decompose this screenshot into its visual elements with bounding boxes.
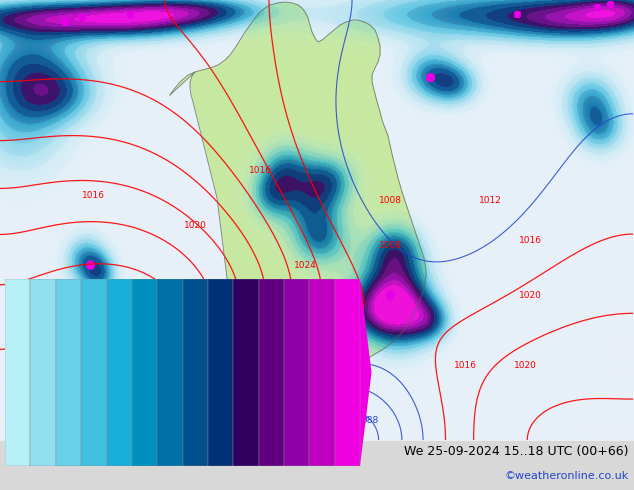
Text: We 25-09-2024 15..18 UTC (00+66): We 25-09-2024 15..18 UTC (00+66) xyxy=(404,445,629,458)
Bar xyxy=(5,279,30,465)
Bar xyxy=(335,279,360,465)
Text: 1016: 1016 xyxy=(453,361,477,369)
Bar xyxy=(259,279,284,465)
Text: 1016: 1016 xyxy=(519,236,541,245)
Bar xyxy=(309,279,335,465)
Text: 1020: 1020 xyxy=(519,291,541,299)
Text: 1008: 1008 xyxy=(378,196,401,204)
Bar xyxy=(208,279,233,465)
Bar xyxy=(30,279,56,465)
Text: 1016: 1016 xyxy=(249,166,271,174)
Bar xyxy=(56,279,81,465)
Text: 1016: 1016 xyxy=(294,316,316,324)
Text: 1032: 1032 xyxy=(229,295,252,304)
Polygon shape xyxy=(360,279,372,465)
Bar xyxy=(81,279,107,465)
Bar xyxy=(132,279,157,465)
Text: 1008: 1008 xyxy=(378,241,401,249)
Text: 988: 988 xyxy=(361,416,378,424)
Text: 1020: 1020 xyxy=(514,361,536,369)
Text: 1016: 1016 xyxy=(82,191,105,199)
Text: 1012: 1012 xyxy=(479,196,501,204)
Text: 992: 992 xyxy=(297,411,314,419)
Text: 1020: 1020 xyxy=(184,220,207,229)
Bar xyxy=(233,279,259,465)
Bar xyxy=(183,279,208,465)
Text: ©weatheronline.co.uk: ©weatheronline.co.uk xyxy=(505,471,629,481)
Bar xyxy=(107,279,132,465)
Text: Precipitation [mm] CMC/GEM: Precipitation [mm] CMC/GEM xyxy=(5,445,186,458)
Text: 1024: 1024 xyxy=(294,261,316,270)
Bar xyxy=(157,279,183,465)
Text: 1004: 1004 xyxy=(323,280,346,290)
Bar xyxy=(284,279,309,465)
